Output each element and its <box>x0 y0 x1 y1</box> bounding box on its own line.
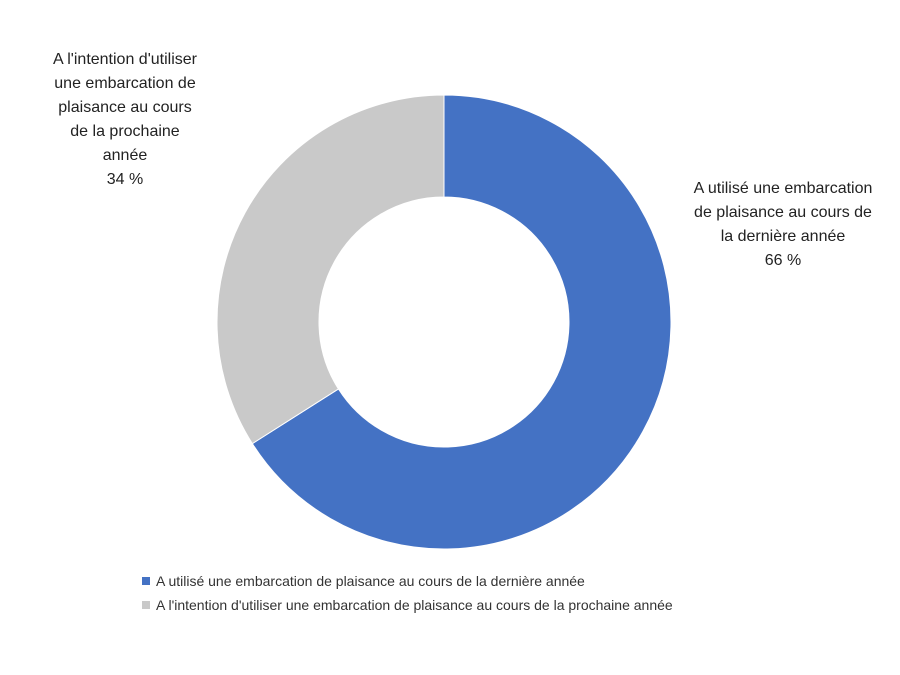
legend-entry: A utilisé une embarcation de plaisance a… <box>142 573 585 589</box>
data-label: A utilisé une embarcation de plaisance a… <box>693 177 873 273</box>
legend-label: A l'intention d'utiliser une embarcation… <box>156 597 673 613</box>
data-label-value: 66 % <box>764 252 802 269</box>
data-label-value: 34 % <box>106 171 144 188</box>
legend-swatch <box>142 601 150 609</box>
data-label-name: A l'intention d'utiliser une embarcation… <box>53 51 197 164</box>
legend-swatch <box>142 577 150 585</box>
legend-entry: A l'intention d'utiliser une embarcation… <box>142 597 673 613</box>
data-label-name: A utilisé une embarcation de plaisance a… <box>693 180 873 245</box>
data-label: A l'intention d'utiliser une embarcation… <box>50 48 200 192</box>
donut-slice <box>216 94 445 445</box>
legend-label: A utilisé une embarcation de plaisance a… <box>156 573 585 589</box>
donut-slice <box>251 94 672 550</box>
